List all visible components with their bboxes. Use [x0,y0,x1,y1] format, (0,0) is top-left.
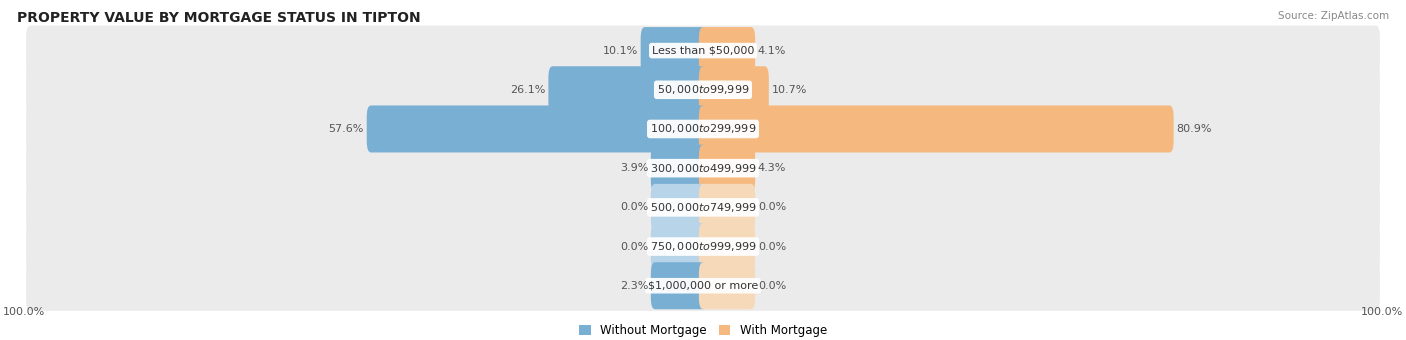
Text: $100,000 to $299,999: $100,000 to $299,999 [650,122,756,135]
Text: Less than $50,000: Less than $50,000 [652,46,754,56]
Text: 26.1%: 26.1% [510,85,546,95]
Text: 4.3%: 4.3% [758,163,786,173]
FancyBboxPatch shape [699,105,1174,152]
FancyBboxPatch shape [699,144,755,192]
Text: 10.7%: 10.7% [772,85,807,95]
Text: $300,000 to $499,999: $300,000 to $499,999 [650,162,756,175]
Text: PROPERTY VALUE BY MORTGAGE STATUS IN TIPTON: PROPERTY VALUE BY MORTGAGE STATUS IN TIP… [17,11,420,24]
FancyBboxPatch shape [651,144,707,192]
FancyBboxPatch shape [651,223,707,270]
FancyBboxPatch shape [699,223,755,270]
Text: 2.3%: 2.3% [620,281,648,291]
FancyBboxPatch shape [699,262,755,309]
FancyBboxPatch shape [699,66,769,113]
Text: $1,000,000 or more: $1,000,000 or more [648,281,758,291]
Text: $750,000 to $999,999: $750,000 to $999,999 [650,240,756,253]
Legend: Without Mortgage, With Mortgage: Without Mortgage, With Mortgage [574,319,832,340]
FancyBboxPatch shape [27,143,1379,193]
FancyBboxPatch shape [699,27,755,74]
Text: $50,000 to $99,999: $50,000 to $99,999 [657,83,749,96]
FancyBboxPatch shape [641,27,707,74]
Text: 100.0%: 100.0% [1361,307,1403,317]
Text: 0.0%: 0.0% [758,241,786,252]
Text: 0.0%: 0.0% [620,202,648,212]
Text: 80.9%: 80.9% [1177,124,1212,134]
FancyBboxPatch shape [27,104,1379,154]
Text: 0.0%: 0.0% [758,281,786,291]
FancyBboxPatch shape [27,26,1379,76]
Text: $500,000 to $749,999: $500,000 to $749,999 [650,201,756,214]
FancyBboxPatch shape [651,184,707,231]
FancyBboxPatch shape [27,261,1379,311]
Text: 4.1%: 4.1% [758,46,786,56]
Text: Source: ZipAtlas.com: Source: ZipAtlas.com [1278,11,1389,21]
Text: 100.0%: 100.0% [3,307,45,317]
Text: 0.0%: 0.0% [620,241,648,252]
FancyBboxPatch shape [548,66,707,113]
FancyBboxPatch shape [27,65,1379,115]
FancyBboxPatch shape [651,262,707,309]
Text: 57.6%: 57.6% [329,124,364,134]
FancyBboxPatch shape [27,221,1379,272]
Text: 3.9%: 3.9% [620,163,648,173]
Text: 10.1%: 10.1% [603,46,638,56]
FancyBboxPatch shape [699,184,755,231]
FancyBboxPatch shape [27,182,1379,233]
FancyBboxPatch shape [367,105,707,152]
Text: 0.0%: 0.0% [758,202,786,212]
